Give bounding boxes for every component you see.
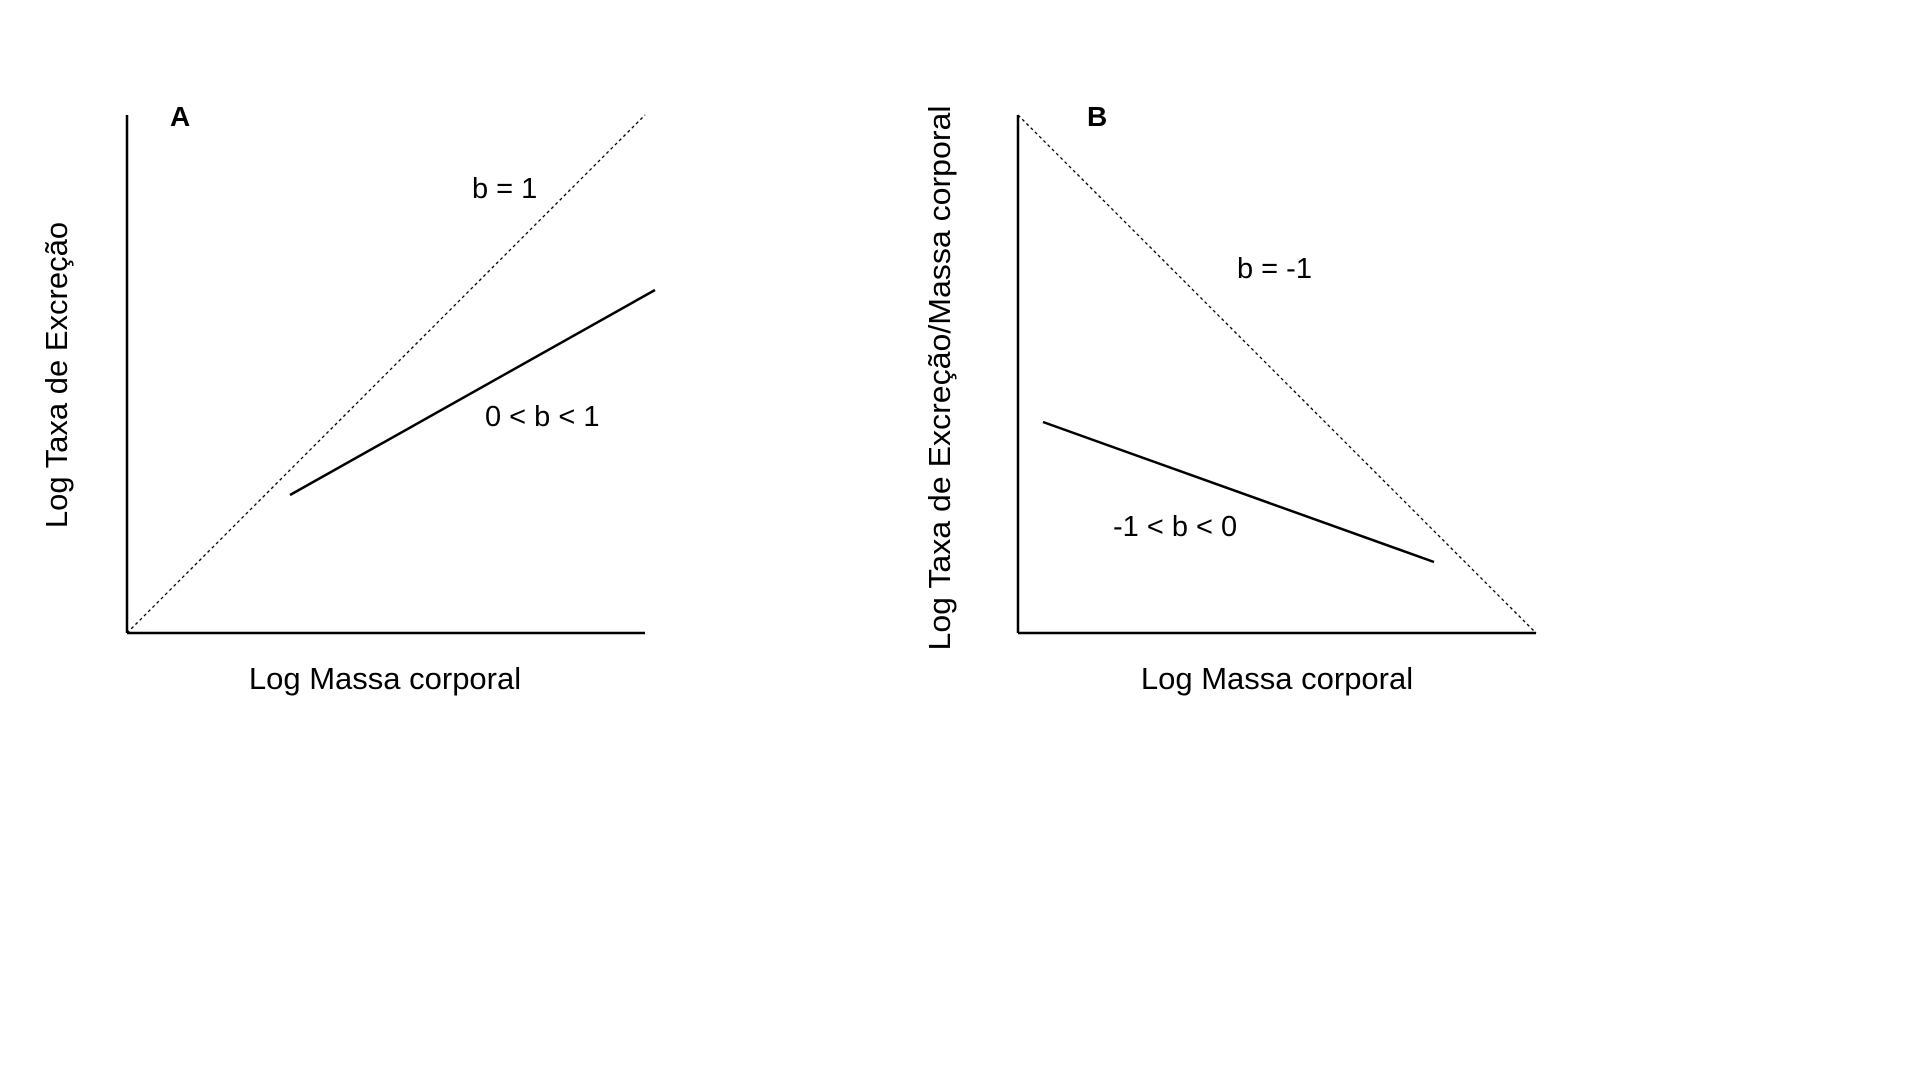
panel-b-reference-label: b = -1 [1237,253,1312,285]
panel-b-example-line [1042,420,1435,564]
panel-b-letter: B [1087,101,1107,132]
panel-a-reference-line [126,114,646,634]
panel-a-reference-label: b = 1 [472,173,537,205]
panel-a-y-axis-label: Log Taxa de Excreção [39,222,74,528]
panel-b-example-label: -1 < b < 0 [1113,511,1237,543]
panel-b-x-axis-label: Log Massa corporal [1141,661,1413,696]
panel-b: B b = -1 -1 < b < 0 Log Massa corporal L… [922,101,1537,696]
panel-a-example-label: 0 < b < 1 [485,401,600,433]
panel-a: A b = 1 0 < b < 1 Log Massa corporal Log… [39,101,656,696]
panel-a-letter: A [170,101,190,132]
panel-b-y-axis-label: Log Taxa de Excreção/Massa corporal [922,106,957,651]
panel-a-example-line [289,288,656,497]
panel-a-x-axis-label: Log Massa corporal [249,661,521,696]
panel-b-reference-line [1017,114,1537,634]
